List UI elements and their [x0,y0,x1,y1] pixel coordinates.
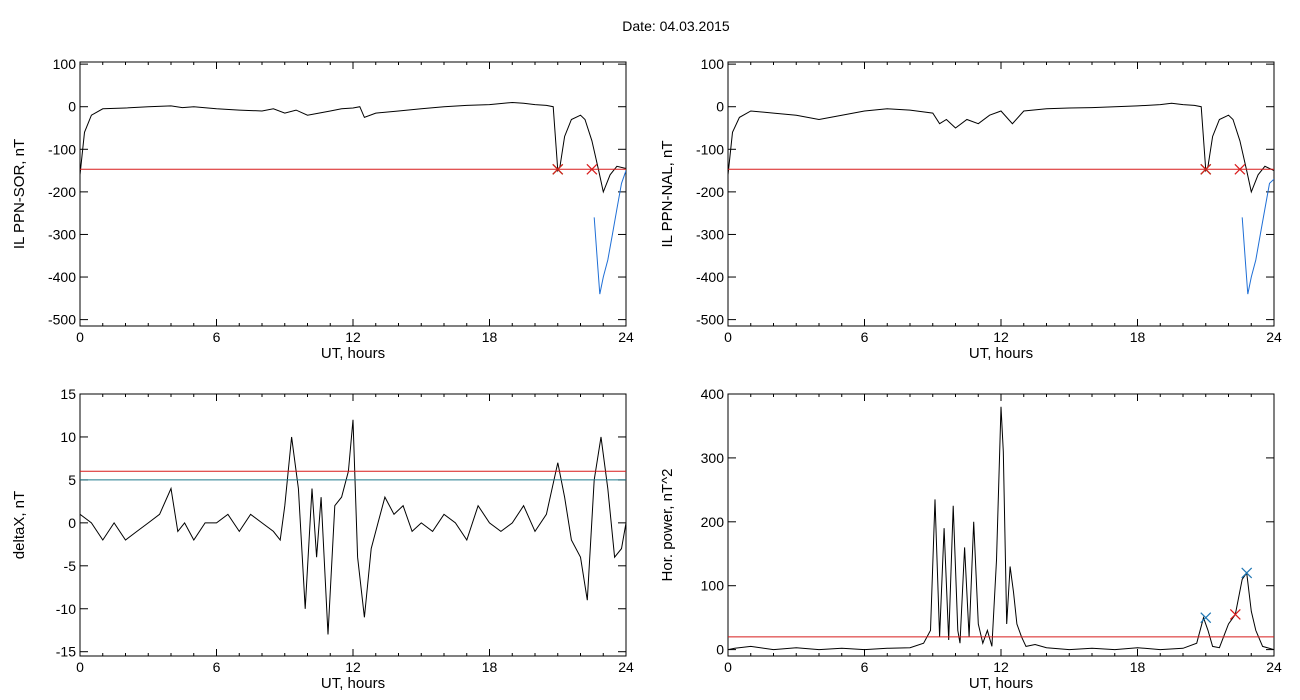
y-tick-label: -300 [48,226,76,242]
data-layer [80,419,626,635]
y-axis-label: deltaX, nT [11,491,28,559]
series-line-2 [593,170,626,295]
marker-stroke [586,163,598,175]
series-line-1 [728,102,1274,194]
x-axis-label: UT, hours [321,675,385,692]
marker-stroke [552,163,564,175]
marker [1241,567,1253,579]
chart-panel-2: 0 6 12 18 24 100 0 -100 -200 -300 -400 -500 UT, hour… [659,56,1282,362]
y-tick-label: -10 [56,601,76,617]
x-tick-label: 12 [345,329,361,345]
y-tick-label: -300 [696,226,724,242]
x-tick-label: 0 [76,329,84,345]
marker [552,163,564,175]
x-tick-label: 18 [1130,659,1146,675]
marker [1229,609,1241,620]
y-tick-label: 5 [68,472,76,488]
y-tick-label: -100 [696,141,724,157]
series-line-2 [1241,178,1274,295]
plot-frame [79,61,627,327]
x-tick-label: 12 [993,329,1009,345]
y-tick-label: 200 [701,514,725,530]
marker-stroke [1241,567,1253,579]
x-tick-label: 6 [861,329,869,345]
marker [586,163,598,175]
marker [1200,612,1212,624]
x-tick-label: 24 [1266,329,1282,345]
chart-panel-4: 0 6 12 18 24 400 300 200 100 0 UT, hours Hor. power… [659,386,1282,692]
y-tick-label: 100 [701,56,725,72]
y-axis-label: IL PPN-NAL, nT [659,141,676,248]
y-tick-label: 0 [68,515,76,531]
y-tick-label: -15 [56,644,76,660]
y-axis-label: Hor. power, nT^2 [659,469,676,582]
y-tick-label: -200 [48,184,76,200]
y-tick-label: -400 [696,269,724,285]
y-tick-label: 0 [716,642,724,658]
y-tick-label: 400 [701,386,725,402]
x-tick-label: 18 [482,329,498,345]
y-tick-label: -200 [696,184,724,200]
x-tick-label: 6 [213,329,221,345]
y-tick-label: 0 [68,99,76,115]
y-tick-label: -5 [64,558,77,574]
marker-stroke [1200,612,1212,624]
chart-panel-3: 0 6 12 18 24 15 10 5 0 -5 -10 -15 UT, hours deltaX, n… [11,386,634,692]
y-tick-label: -100 [48,141,76,157]
data-layer [728,102,1274,295]
x-axis-label: UT, hours [321,345,385,362]
y-tick-label: 15 [60,386,76,402]
x-axis-label: UT, hours [969,345,1033,362]
series-line-1 [80,419,626,635]
y-tick-label: 0 [716,99,724,115]
x-tick-label: 24 [618,659,634,675]
series-line-1 [728,406,1274,651]
marker-stroke [1200,163,1212,175]
marker-stroke [1234,163,1246,175]
marker [1234,163,1246,175]
chart-panel-1: 0 6 12 18 24 100 0 -100 -200 -300 -400 -500 UT, hour… [11,56,634,362]
y-tick-label: 10 [60,429,76,445]
x-tick-label: 6 [861,659,869,675]
series-line-1 [80,101,626,194]
plot-frame [727,61,1275,327]
x-tick-label: 0 [724,329,732,345]
y-tick-label: -500 [48,312,76,328]
x-tick-label: 12 [345,659,361,675]
page-title: Date: 04.03.2015 [622,18,730,34]
plot-frame [727,393,1275,657]
data-layer [728,406,1274,651]
y-axis-label: IL PPN-SOR, nT [11,139,28,249]
x-tick-label: 18 [482,659,498,675]
y-tick-label: 100 [53,56,77,72]
y-tick-label: 300 [701,450,725,466]
x-tick-label: 18 [1130,329,1146,345]
y-tick-label: -400 [48,269,76,285]
x-tick-label: 0 [724,659,732,675]
x-axis-label: UT, hours [969,675,1033,692]
x-tick-label: 6 [213,659,221,675]
x-tick-label: 24 [1266,659,1282,675]
y-tick-label: 100 [701,578,725,594]
x-tick-label: 24 [618,329,634,345]
x-tick-label: 0 [76,659,84,675]
data-layer [80,101,626,295]
y-tick-label: -500 [696,312,724,328]
marker-stroke [1229,609,1241,620]
x-tick-label: 12 [993,659,1009,675]
marker [1200,163,1212,175]
